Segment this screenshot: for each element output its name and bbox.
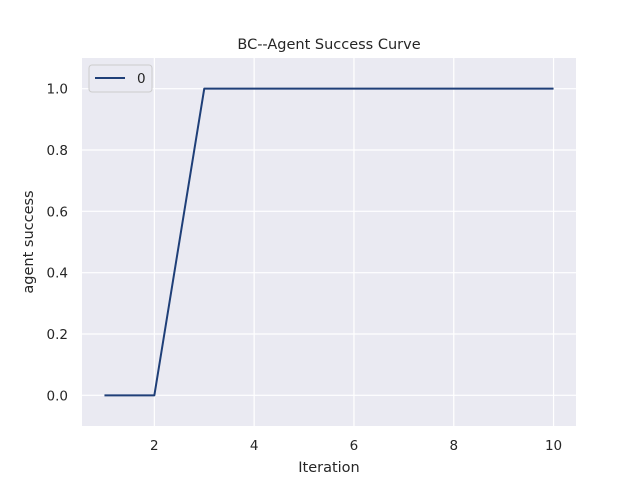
- y-tick-label: 0.0: [47, 388, 68, 404]
- x-tick-labels: 2 4 6 8 10: [150, 438, 562, 454]
- chart-title: BC--Agent Success Curve: [237, 37, 420, 53]
- legend-label: 0: [137, 71, 146, 87]
- x-axis-label: Iteration: [298, 460, 360, 476]
- y-tick-label: 1.0: [47, 82, 68, 98]
- series-line-0: [104, 87, 554, 397]
- x-tick-label: 2: [150, 438, 159, 454]
- x-tick-label: 4: [250, 438, 259, 454]
- y-axis-label: agent success: [21, 190, 37, 293]
- series-layer: [104, 87, 554, 397]
- x-tick-label: 6: [350, 438, 359, 454]
- y-tick-label: 0.8: [47, 143, 68, 159]
- plot-area: [82, 58, 576, 426]
- y-tick-labels: 0.0 0.2 0.4 0.6 0.8 1.0: [47, 82, 68, 405]
- x-tick-label: 10: [545, 438, 562, 454]
- y-tick-label: 0.2: [47, 327, 68, 343]
- y-tick-label: 0.4: [47, 266, 68, 282]
- legend: 0: [88, 64, 153, 93]
- x-tick-label: 8: [449, 438, 458, 454]
- y-tick-label: 0.6: [47, 204, 68, 220]
